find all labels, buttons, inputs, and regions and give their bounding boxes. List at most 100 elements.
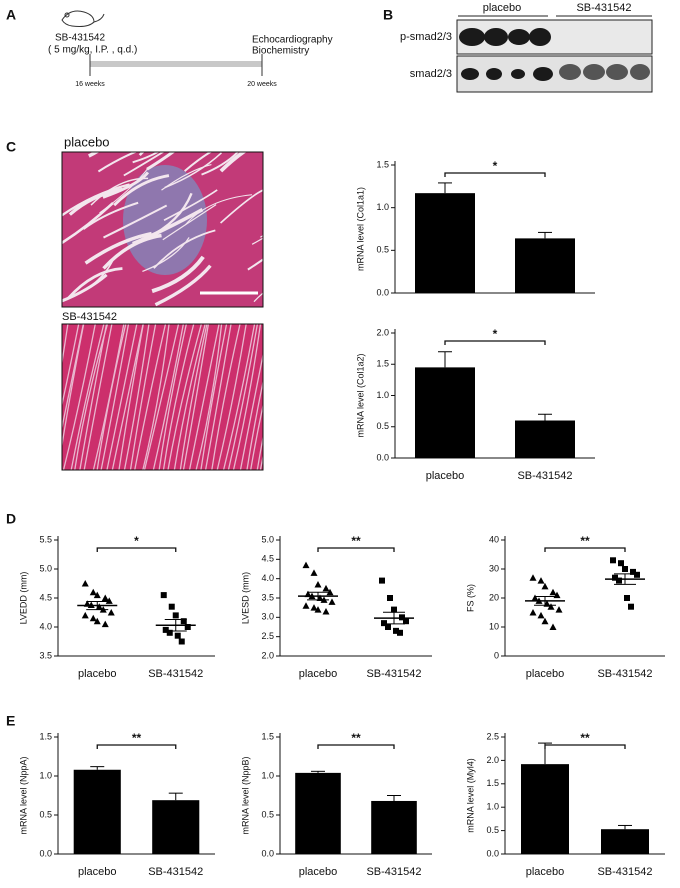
bar [371,800,417,854]
bar [601,829,649,854]
tissue-streak [195,324,223,470]
image-frame [61,323,264,471]
y-axis-label: mRNA level (Myl4) [465,758,475,833]
y-tick-label: 0.5 [376,421,389,431]
significance-label: * [493,159,498,173]
tissue-streak [70,324,105,470]
data-point [89,588,97,596]
y-tick-label: 1.5 [261,731,274,741]
tissue-streak [151,255,205,294]
y-tick-label: 5.0 [39,563,52,573]
tissue-streak [246,379,263,470]
data-point [387,595,393,601]
blot-row: p-smad2/3 [400,31,452,43]
tissue-streak [232,324,262,470]
tissue-streak [88,152,100,158]
data-point [393,627,399,634]
data-point [622,566,628,572]
data-point [624,595,630,601]
x-tick-label: placebo [526,668,565,680]
tissue-streak [162,204,217,241]
y-tick-label: 1.0 [376,390,389,400]
data-point [531,594,539,601]
dose-label: ( 5 mg/kg, I.P. , q.d.) [48,45,137,56]
data-point [616,577,622,584]
tissue-streak [62,324,85,449]
significance-bracket [544,547,626,552]
data-point [81,611,89,619]
data-point [160,592,167,599]
tissue-streak [182,324,210,470]
tissue-streak [278,320,308,470]
tissue-streak [256,434,263,470]
data-point [630,568,636,575]
tissue-streak [227,324,259,470]
significance-bracket [317,744,395,749]
tissue-streak [134,324,167,470]
y-tick-label: 5.5 [39,534,52,544]
timeline [89,54,263,76]
data-point [381,620,387,627]
image-frame [61,151,264,308]
data-point [541,617,549,625]
tissue-streak [167,324,203,470]
mouse-icon [61,10,105,27]
data-point [87,601,95,608]
data-point [549,588,557,596]
time-label: 16 weeks [75,81,105,88]
tissue-streak [216,324,247,470]
significance-label: ** [351,731,361,745]
data-point [172,612,179,619]
y-tick-label: 2.5 [486,731,499,741]
tissue-streak [129,324,157,470]
y-tick-label: 0 [494,650,499,660]
bar [415,367,475,458]
blot-row: smad2/3 [410,68,452,80]
y-tick-label: 0.0 [39,848,52,858]
data-point [634,571,640,578]
tissue-streak [142,237,190,273]
tissue-streak [146,152,176,171]
data-point [178,638,185,645]
y-tick-label: 4.5 [39,592,52,602]
bar [515,420,575,458]
histology-image [62,152,263,307]
data-point [549,623,557,630]
tissue-streak [97,152,138,173]
x-tick-label: placebo [78,668,117,680]
y-tick-label: 30 [489,563,499,573]
y-tick-label: 3.5 [261,592,274,602]
tissue-streak [67,267,123,300]
x-tick-label: SB-431542 [517,470,572,482]
significance-label: ** [580,731,590,745]
y-tick-label: 0.5 [39,809,52,819]
drug-label: SB-431542 [55,33,105,44]
tissue-streak [102,171,150,199]
significance-label: ** [580,534,590,548]
tissue-streak [118,324,144,470]
data-point [302,561,310,569]
tissue-streak [259,453,263,470]
y-axis-label: mRNA level (Col1a1) [355,187,365,271]
tissue-streak [62,324,80,408]
x-tick-label: placebo [299,668,338,680]
tissue-streak [173,324,206,470]
tissue-streak [102,233,162,270]
bar [152,800,200,854]
significance-label: * [493,327,498,341]
bar [521,764,569,854]
y-tick-label: 2.0 [376,327,389,337]
y-tick-label: 20 [489,592,499,602]
tissue-streak [161,163,212,191]
significance-bracket [96,547,177,552]
tissue-streak [163,189,218,221]
y-tick-label: 10 [489,621,499,631]
data-point [529,574,537,581]
tissue-streak [142,324,170,470]
y-tick-label: 0.5 [261,809,274,819]
tissue-streak [154,264,212,307]
tissue-streak [211,324,241,470]
image-label: SB-431542 [62,311,117,323]
x-tick-label: SB-431542 [366,866,421,878]
